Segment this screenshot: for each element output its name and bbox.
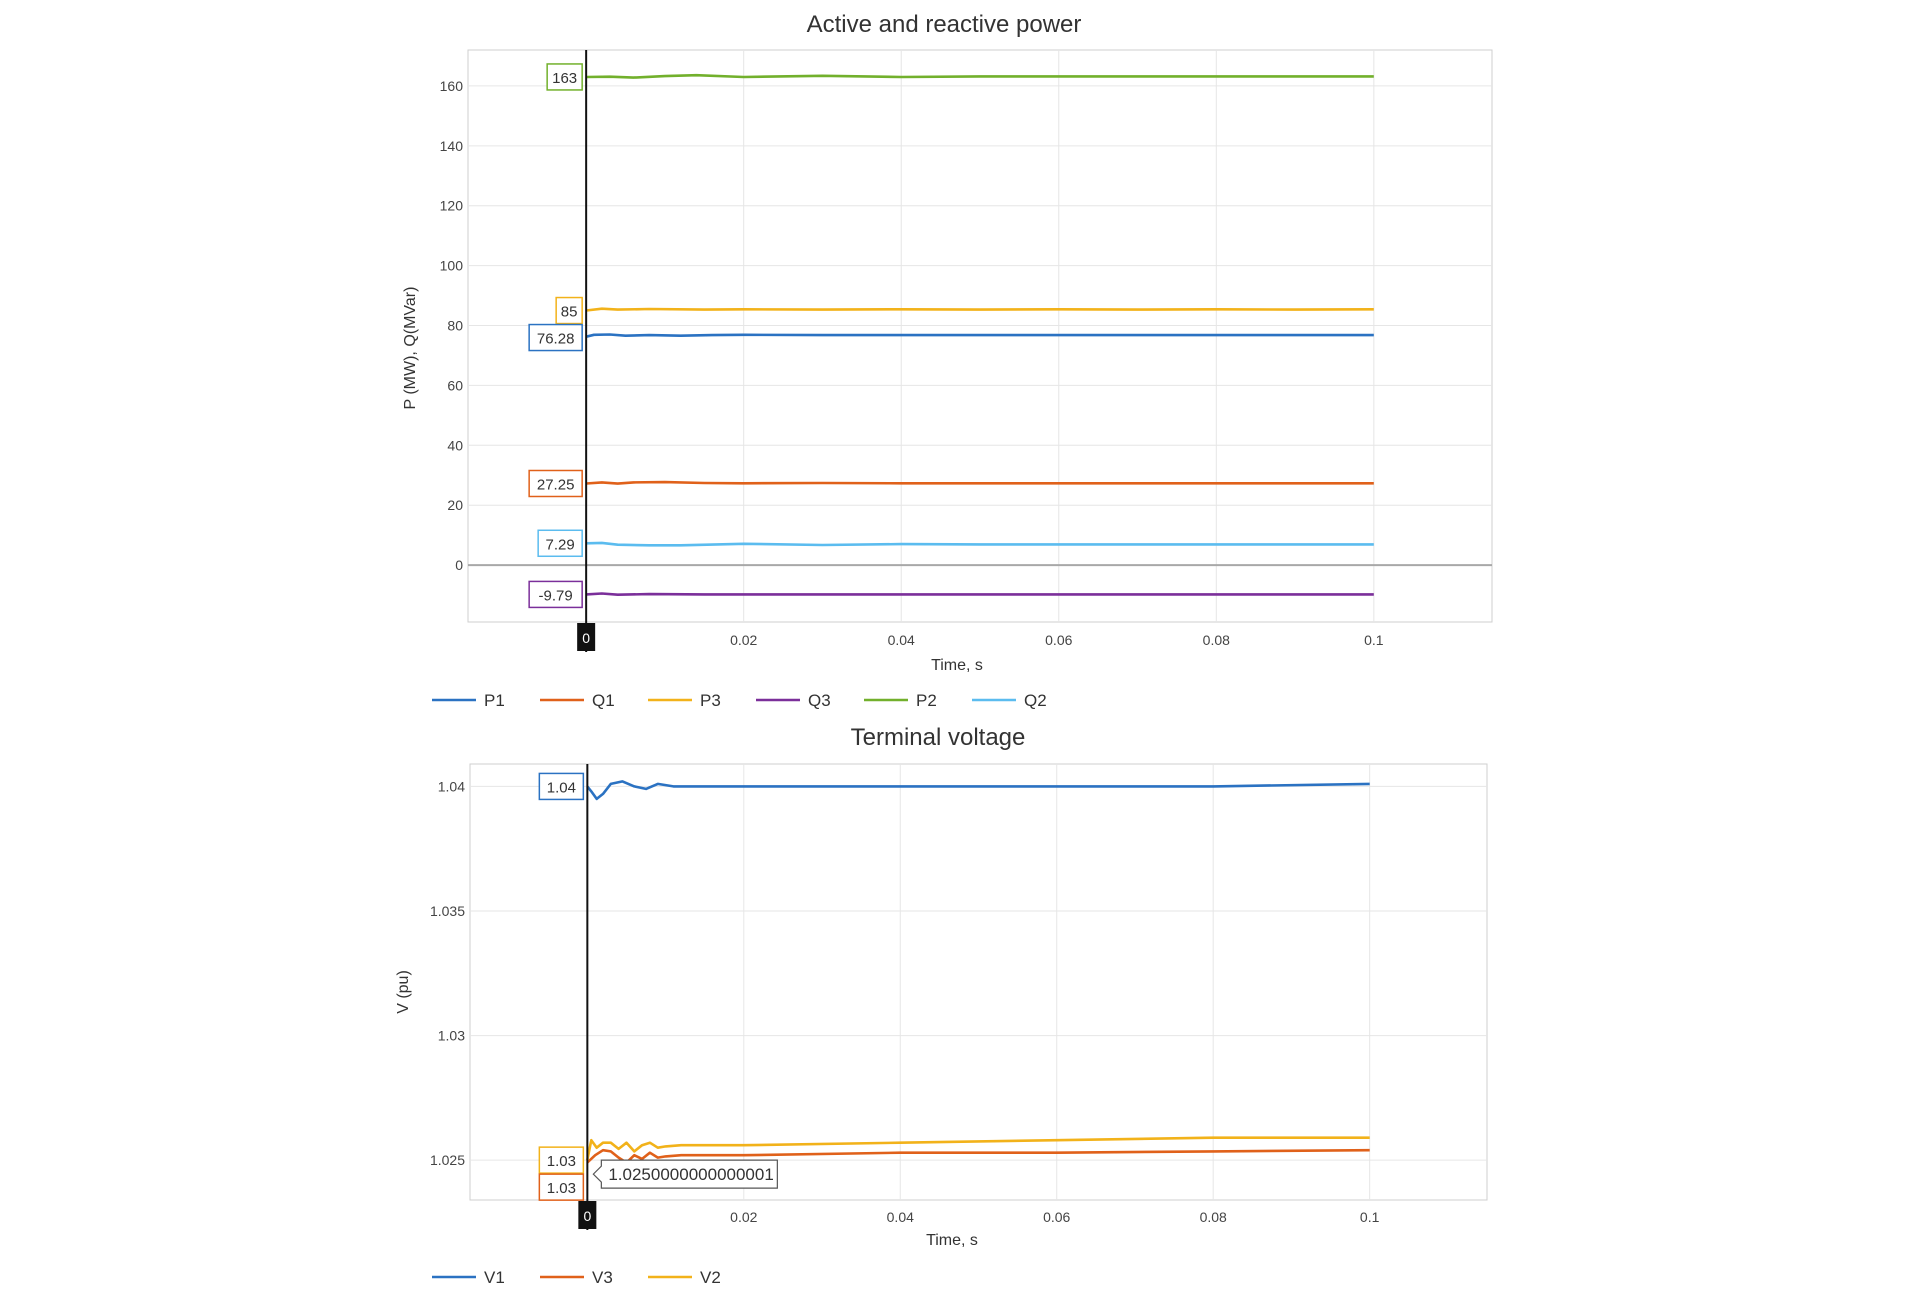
cursor-value-box xyxy=(538,772,585,801)
y-tick-label: 1.04 xyxy=(438,778,465,794)
y-tick-label: 40 xyxy=(447,437,463,453)
legend-label-p1: P1 xyxy=(484,691,505,710)
cursor-value-label: 1.03 xyxy=(547,1180,576,1197)
series-line-q1 xyxy=(586,480,1374,485)
y-tick-label: 20 xyxy=(447,497,463,513)
voltage-chart: Terminal voltage V (pu) Time, s 0.02 0.04… xyxy=(395,724,1488,1287)
y-tick-label: 100 xyxy=(440,258,464,274)
legend-label-p2: P2 xyxy=(916,691,937,710)
series-line-v2 xyxy=(586,1136,1370,1161)
cursor-value-box xyxy=(555,296,583,325)
cursor-x-label: 0 xyxy=(583,1208,591,1224)
cursor-value-box xyxy=(538,1173,585,1201)
x-tick-label: 0.1 xyxy=(1364,632,1384,648)
x-tick-label: 0.06 xyxy=(1045,632,1072,648)
cursor-value-box xyxy=(546,63,583,91)
series-line-q3 xyxy=(586,592,1374,596)
legend-label-v1: V1 xyxy=(484,1268,505,1287)
x-tick-label: 0.08 xyxy=(1203,632,1230,648)
legend-label-q1: Q1 xyxy=(592,691,615,710)
tooltip-text: 1.0250000000000001 xyxy=(608,1165,773,1184)
y-tick-label: 140 xyxy=(440,138,464,154)
x-axis-label: Time, s xyxy=(931,657,983,674)
y-tick-label: 0 xyxy=(455,557,463,573)
cursor-value-label: -9.79 xyxy=(539,587,573,604)
series-line-p2 xyxy=(586,73,1374,79)
y-tick-label: 1.035 xyxy=(430,903,465,919)
cursor-value-label: 1.03 xyxy=(547,1153,576,1170)
cursor-x-badge xyxy=(577,623,596,651)
y-tick-label: 160 xyxy=(440,78,464,94)
cursor-value-box xyxy=(528,580,583,609)
cursor-value-label: 85 xyxy=(561,304,578,321)
cursor-value-label: 76.28 xyxy=(537,331,575,348)
cursor-value-label: 163 xyxy=(552,70,577,87)
x-tick-label: 0.06 xyxy=(1043,1209,1070,1225)
chart-title: Terminal voltage xyxy=(851,724,1026,751)
x-axis-label: Time, s xyxy=(926,1232,978,1249)
x-tick-label: 0.04 xyxy=(888,632,915,648)
legend-label-q3: Q3 xyxy=(808,691,831,710)
y-axis-label: V (pu) xyxy=(395,970,412,1014)
cursor-value-box xyxy=(537,529,583,558)
legend-label-v2: V2 xyxy=(700,1268,721,1287)
cursor-value-box xyxy=(528,469,583,498)
y-tick-label: 60 xyxy=(447,377,463,393)
cursor-x-label: 0 xyxy=(582,630,590,646)
series-line-v3 xyxy=(586,1148,1370,1164)
tooltip-box xyxy=(592,1159,778,1189)
cursor-value-box xyxy=(538,1146,585,1174)
chart-title: Active and reactive power xyxy=(807,11,1082,38)
y-tick-label: 80 xyxy=(447,318,463,334)
cursor-x-badge xyxy=(578,1201,597,1229)
series-line-v1 xyxy=(586,780,1370,801)
legend-label-q2: Q2 xyxy=(1024,691,1047,710)
y-axis-label: P (MW), Q(MVar) xyxy=(402,287,419,410)
y-tick-label: 1.03 xyxy=(438,1028,465,1044)
series-line-p1 xyxy=(585,333,1374,338)
legend-label-v3: V3 xyxy=(592,1268,613,1287)
series-line-q2 xyxy=(586,541,1374,547)
x-tick-label: 0.1 xyxy=(1360,1209,1380,1225)
cursor-value-box xyxy=(528,323,583,352)
cursor-value-label: 27.25 xyxy=(537,476,575,493)
x-tick-label: 0.08 xyxy=(1200,1209,1227,1225)
series-line-p3 xyxy=(586,307,1374,312)
x-tick-label: 0.02 xyxy=(730,1209,757,1225)
x-tick-label: 0.04 xyxy=(887,1209,914,1225)
x-tick-label: 0.02 xyxy=(730,632,757,648)
cursor-value-label: 7.29 xyxy=(546,536,575,553)
power-chart: Active and reactive power P (MW), Q(MVar… xyxy=(402,11,1493,710)
cursor-value-label: 1.04 xyxy=(547,779,576,796)
y-tick-label: 1.025 xyxy=(430,1152,465,1168)
plot-area xyxy=(469,763,1488,1201)
legend-label-p3: P3 xyxy=(700,691,721,710)
y-tick-label: 120 xyxy=(440,198,464,214)
